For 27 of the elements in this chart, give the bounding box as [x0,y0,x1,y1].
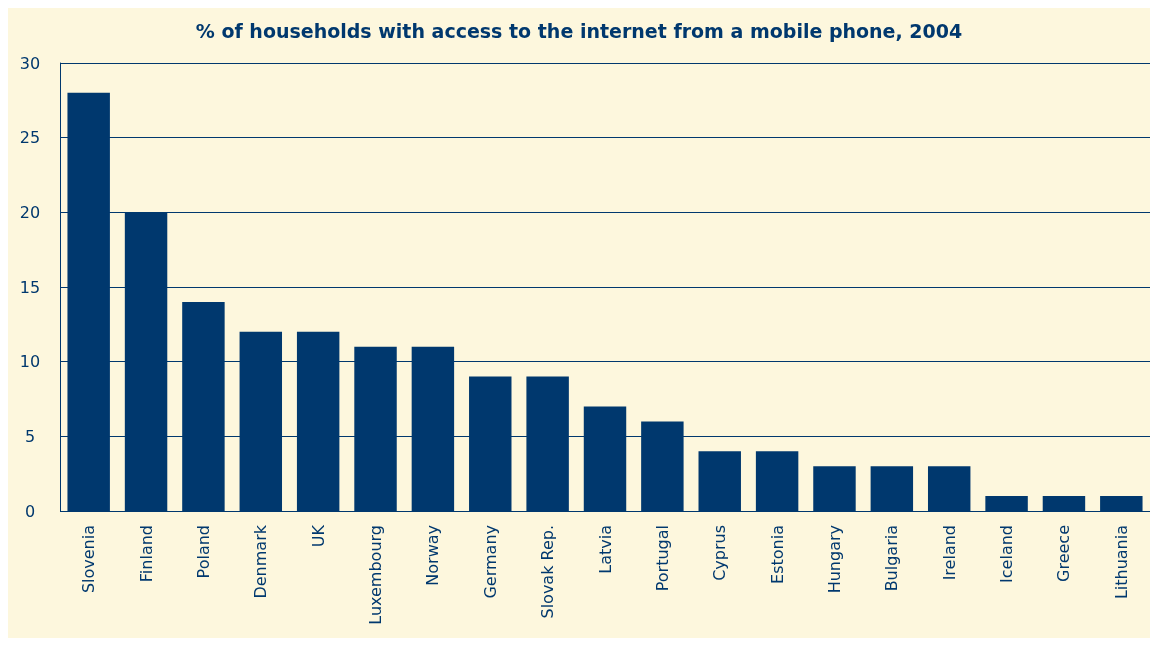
x-tick-label: Portugal [652,525,672,592]
x-tick-label: Lithuania [1111,525,1131,600]
x-tick-label: Norway [423,525,443,586]
y-tick-label: 30 [19,53,41,73]
x-tick-label: Iceland [997,525,1017,583]
y-tick-label: 5 [24,426,36,446]
x-tick-label: Finland [136,525,156,583]
x-tick-label: UK [308,524,328,548]
x-tick-label: Greece [1054,525,1074,582]
x-tick-label: Slovak Rep. [538,525,558,619]
chart-title: % of households with access to the internet from a mobile phone, 2004 [195,19,963,42]
x-tick-label: Slovenia [79,525,99,594]
x-tick-label: Latvia [595,525,615,574]
x-tick-label: Poland [193,525,213,579]
x-tick-label: Estonia [767,525,787,584]
x-tick-label: Luxembourg [366,525,386,625]
x-tick-label: Denmark [251,524,271,599]
y-tick-label: 0 [24,501,36,521]
y-tick-label: 15 [19,277,41,297]
y-tick-label: 20 [19,202,41,222]
x-tick-label: Hungary [824,525,844,594]
y-tick-label: 25 [19,128,41,148]
y-tick-label: 10 [19,352,41,372]
x-tick-label: Ireland [939,525,959,581]
x-tick-label: Cyprus [710,525,730,581]
x-tick-label: Bulgaria [882,525,902,592]
x-tick-label: Germany [480,525,500,599]
